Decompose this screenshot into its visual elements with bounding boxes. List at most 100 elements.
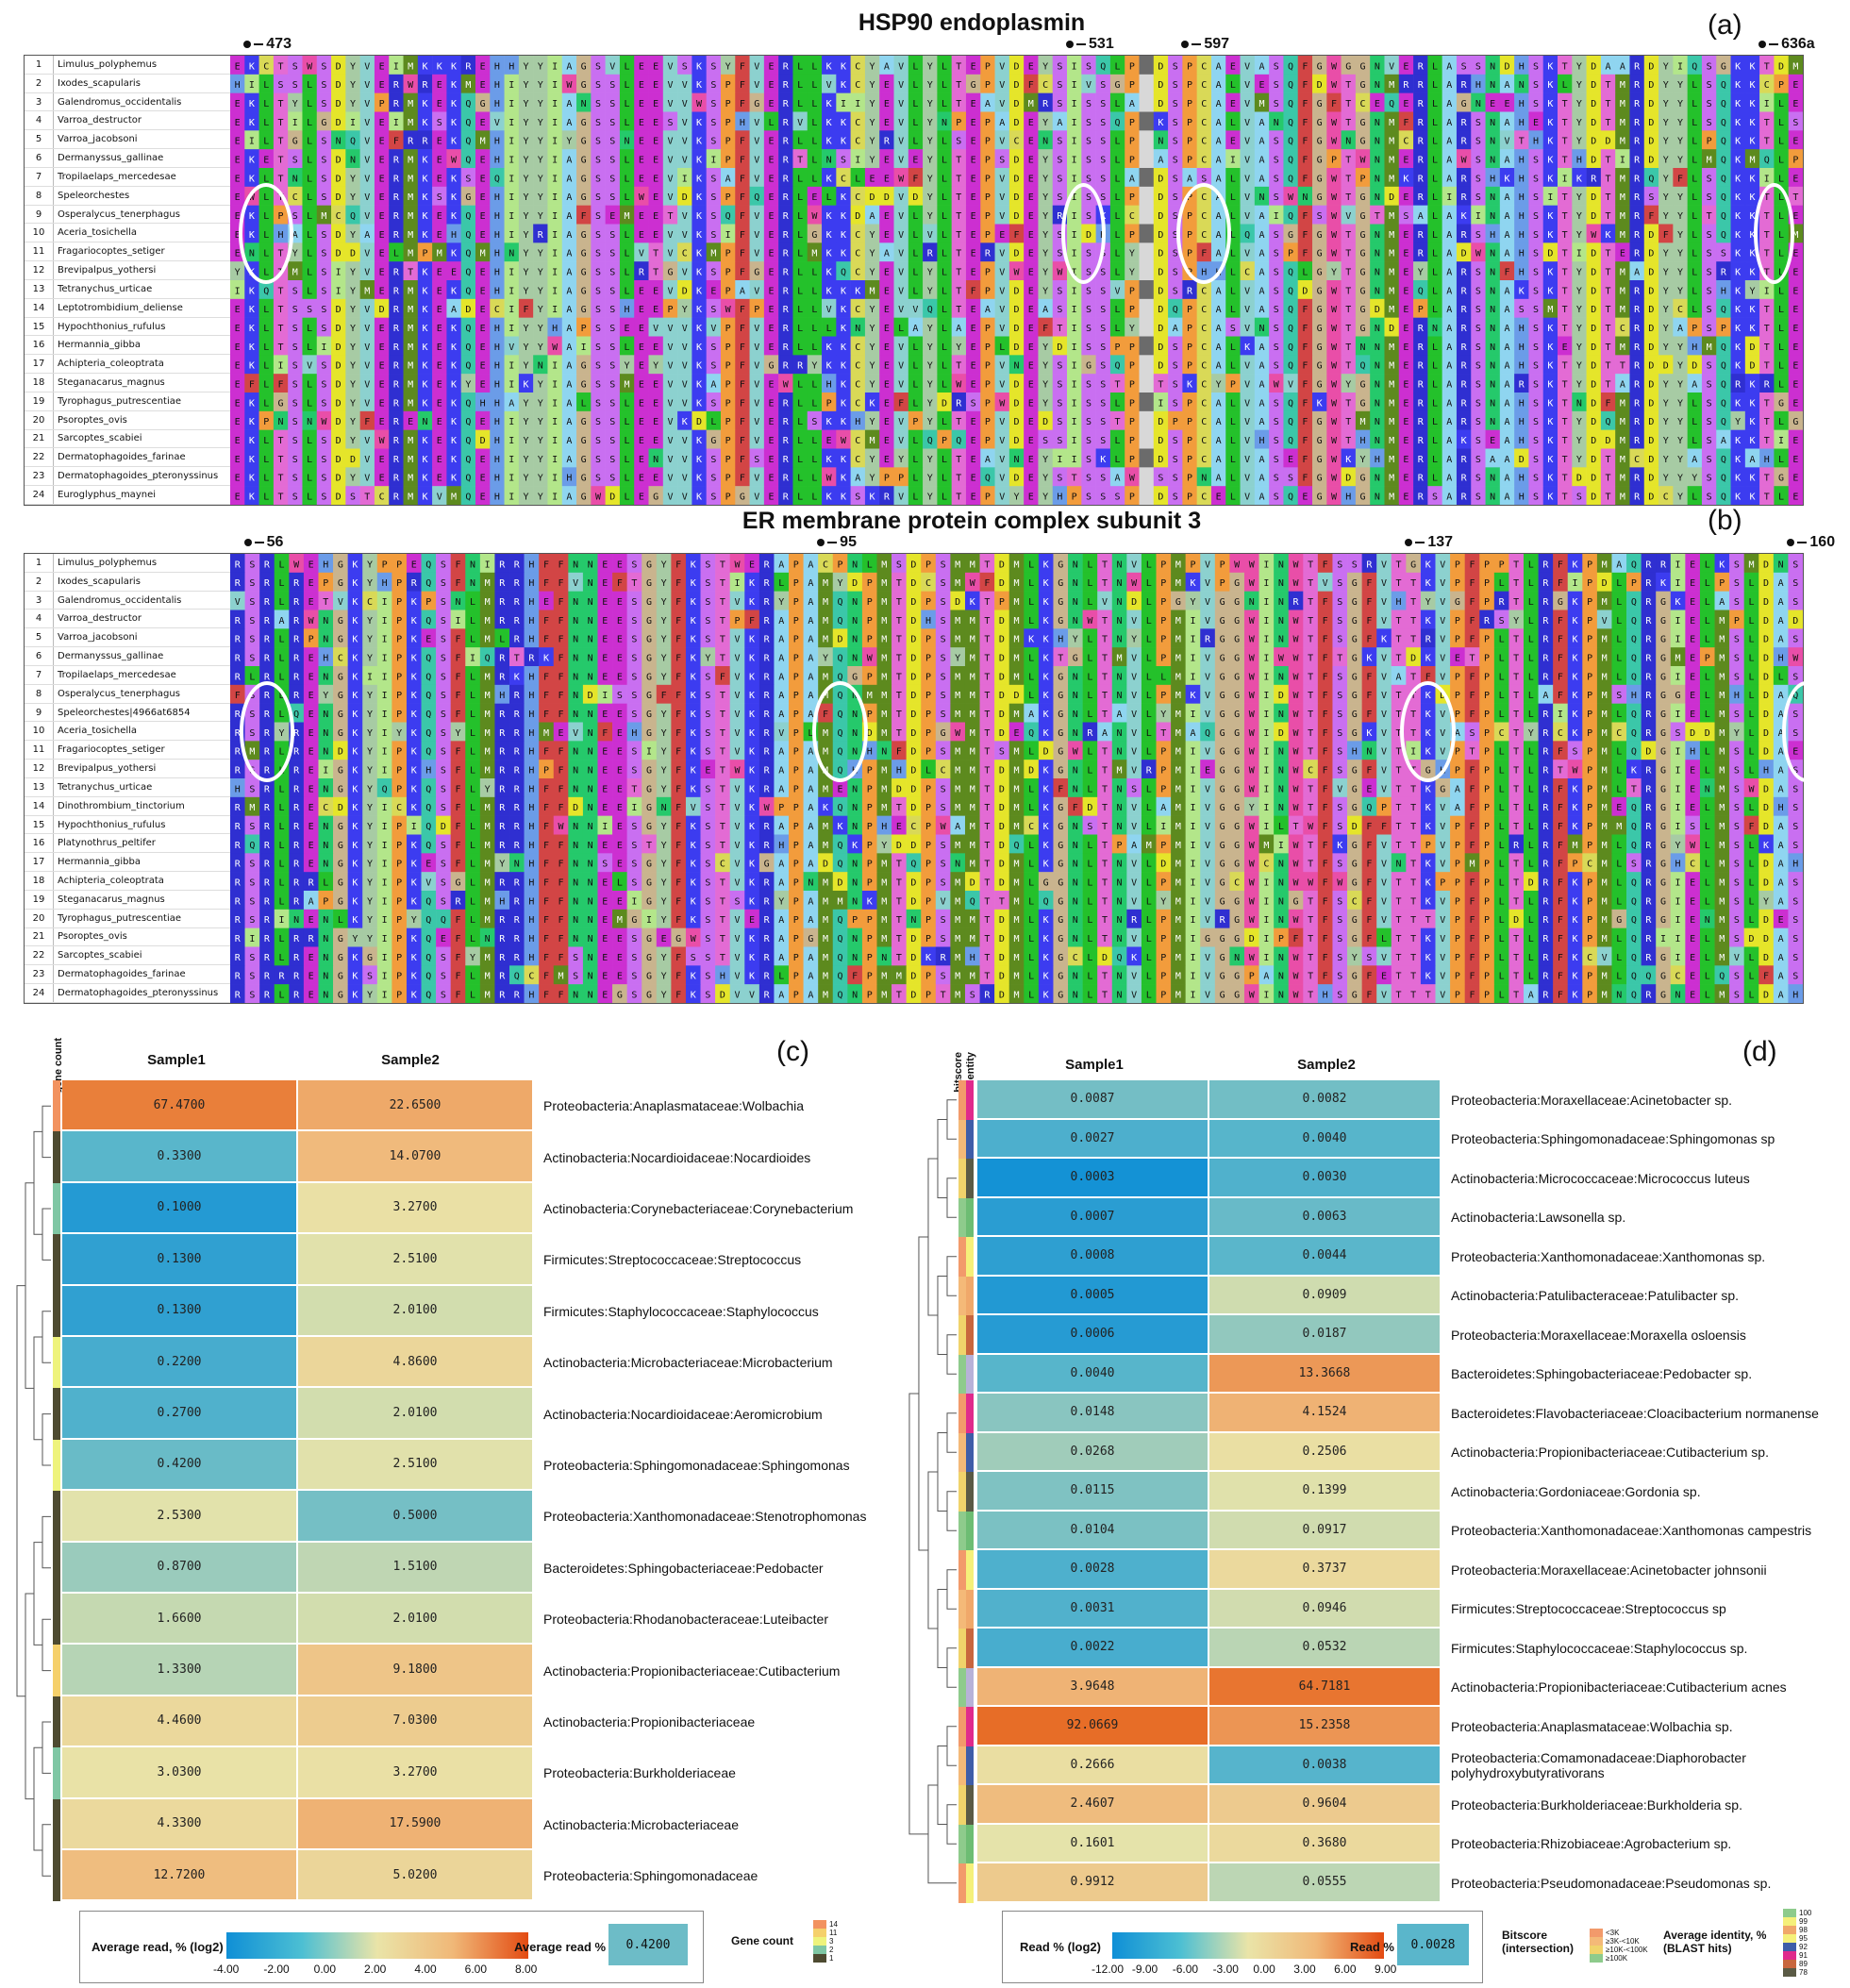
- residue-cell: Y: [720, 56, 736, 75]
- residue-cell: P: [1125, 149, 1140, 169]
- residue-cell: A: [1615, 374, 1630, 393]
- residue-cell: D: [1643, 448, 1659, 468]
- residue-cell: E: [879, 393, 894, 412]
- residue-cell: L: [792, 317, 808, 337]
- residue-cell: R: [1629, 56, 1645, 75]
- residue-cell: G: [642, 684, 658, 704]
- residue-cell: K: [822, 355, 837, 375]
- residue-cell: T: [1600, 336, 1616, 356]
- residue-cell: I: [504, 168, 520, 188]
- residue-cell: M: [1714, 666, 1730, 686]
- residue-cell: L: [1699, 853, 1715, 873]
- residue-cell: S: [1528, 317, 1544, 337]
- residue-cell: V: [1240, 467, 1256, 487]
- residue-cell: V: [749, 111, 765, 131]
- residue-cell: N: [582, 741, 598, 760]
- residue-cell: E: [303, 554, 319, 574]
- residue-cell: L: [937, 205, 952, 225]
- residue-cell: T: [273, 336, 289, 356]
- row-number: 23: [25, 965, 54, 984]
- residue-cell: Y: [1038, 224, 1054, 243]
- residue-cell: L: [1225, 74, 1241, 93]
- residue-cell: T: [892, 722, 907, 742]
- residue-cell: G: [1229, 741, 1245, 760]
- residue-cell: L: [1225, 355, 1241, 375]
- residue-cell: G: [1312, 374, 1327, 393]
- residue-cell: G: [1229, 853, 1245, 873]
- residue-cell: R: [1413, 317, 1428, 337]
- residue-cell: E: [1024, 56, 1039, 75]
- residue-cell: Y: [1658, 168, 1674, 188]
- residue-cell: W: [729, 554, 745, 574]
- residue-cell: S: [935, 703, 951, 723]
- residue-cell: G: [576, 242, 592, 262]
- residue-cell: Y: [518, 130, 534, 150]
- residue-cell: C: [850, 242, 866, 262]
- residue-cell: T: [979, 778, 995, 798]
- residue-cell: M: [1596, 666, 1612, 686]
- residue-cell: T: [715, 591, 731, 610]
- residue-cell: L: [1024, 796, 1040, 816]
- residue-cell: V: [893, 410, 909, 430]
- residue-cell: S: [700, 872, 716, 892]
- residue-cell: C: [1196, 429, 1212, 449]
- residue-cell: Y: [533, 130, 548, 150]
- residue-cell: W: [1229, 554, 1245, 574]
- residue-cell: R: [1413, 56, 1428, 75]
- residue-cell: G: [749, 261, 765, 281]
- residue-cell: V: [1240, 317, 1256, 337]
- residue-cell: L: [1225, 448, 1241, 468]
- residue-cell: W: [1326, 298, 1342, 318]
- residue-cell: W: [289, 554, 305, 574]
- residue-cell: G: [1229, 572, 1245, 592]
- residue-cell: D: [1008, 317, 1025, 337]
- residue-cell: S: [1788, 909, 1804, 928]
- residue-cell: L: [807, 317, 823, 337]
- residue-cell: M: [1596, 815, 1612, 835]
- residue-cell: E: [1024, 298, 1039, 318]
- residue-cell: Q: [421, 610, 437, 629]
- residue-cell: P: [789, 684, 804, 704]
- residue-cell: K: [1730, 92, 1746, 112]
- residue-cell: E: [1370, 92, 1385, 112]
- residue-cell: K: [244, 448, 259, 468]
- residue-cell: N: [1243, 591, 1259, 610]
- residue-cell: Y: [923, 130, 938, 150]
- residue-cell: V: [662, 486, 678, 506]
- residue-cell: M: [1254, 92, 1270, 112]
- alignment-a[interactable]: 1 Limulus_polyphemus 2 Ixodes_scapularis 3 Ga…: [24, 55, 1804, 506]
- residue-cell: D: [1586, 467, 1602, 487]
- residue-cell: T: [1341, 74, 1357, 93]
- residue-cell: H: [1485, 224, 1501, 243]
- residue-cell: S: [1332, 628, 1348, 648]
- residue-cell: Q: [421, 741, 437, 760]
- residue-cell: Q: [749, 186, 765, 206]
- residue-cell: W: [685, 927, 701, 947]
- alignment-b[interactable]: 1 Limulus_polyphemus 2 Ixodes_scapularis 3 Ga…: [24, 553, 1831, 1004]
- residue-cell: Q: [906, 853, 922, 873]
- residue-cell: C: [850, 56, 866, 75]
- residue-cell: M: [1171, 554, 1186, 574]
- residue-cell: G: [1229, 815, 1245, 835]
- residue-cell: N: [1370, 242, 1385, 262]
- residue-cell: S: [1528, 56, 1544, 75]
- residue-cell: T: [273, 429, 289, 449]
- residue-cell: E: [303, 684, 319, 704]
- residue-cell: F: [1361, 909, 1377, 928]
- residue-cell: A: [994, 111, 1010, 131]
- residue-cell: F: [539, 853, 555, 873]
- species-name: Steganacarus_magnus: [58, 376, 165, 388]
- residue-cell: L: [792, 205, 808, 225]
- residue-cell: Y: [864, 224, 880, 243]
- residue-cell: T: [1759, 56, 1775, 75]
- residue-cell: N: [582, 872, 598, 892]
- residue-cell: Q: [1283, 280, 1299, 300]
- residue-cell: K: [1312, 393, 1327, 412]
- residue-cell: M: [1384, 486, 1400, 506]
- residue-cell: R: [1456, 168, 1472, 188]
- residue-cell: P: [774, 796, 790, 816]
- species-name: Sarcoptes_scabiei: [58, 433, 142, 444]
- residue-cell: K: [1038, 628, 1054, 648]
- residue-cell: A: [1773, 834, 1789, 854]
